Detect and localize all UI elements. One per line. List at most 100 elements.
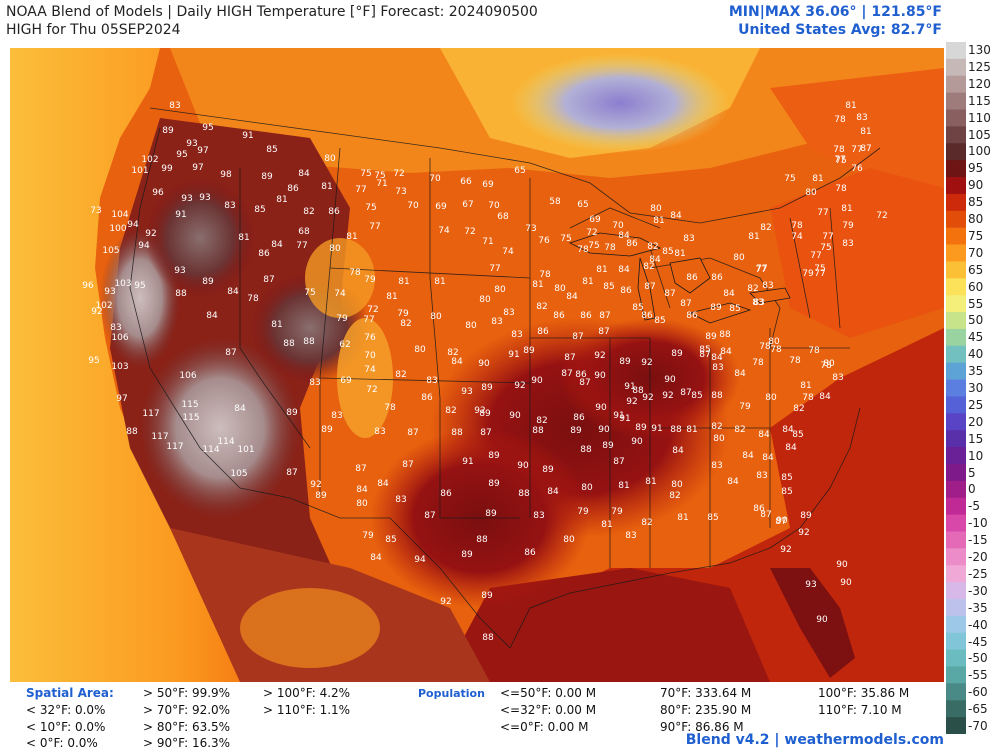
spatial-stat: < 10°F: 0.0% (26, 720, 106, 734)
station-temperature-label: 81 (812, 174, 823, 184)
station-temperature-label: 87 (355, 464, 366, 474)
station-temperature-label: 87 (480, 428, 491, 438)
colorbar-swatch (946, 210, 966, 229)
station-temperature-label: 84 (785, 443, 797, 453)
station-temperature-label: 89 (202, 277, 214, 287)
station-temperature-label: 91 (175, 210, 186, 220)
colorbar-tick-labels: 130 125 120 115 110 105 100 95 90 85 80 75 70 65 60 55 5… (968, 42, 1000, 734)
station-temperature-label: 72 (366, 385, 377, 395)
station-temperature-label: 100 (109, 224, 126, 234)
station-temperature-label: 91 (242, 131, 253, 141)
station-temperature-label: 87 (407, 428, 418, 438)
station-temperature-label: 86 (753, 504, 765, 514)
station-temperature-label: 93 (174, 266, 185, 276)
station-temperature-label: 84 (723, 289, 735, 299)
station-temperature-label: 78 (791, 221, 803, 231)
station-temperature-label: 102 (95, 301, 112, 311)
colorbar-swatch (946, 413, 966, 431)
station-temperature-label: 90 (631, 437, 643, 447)
station-temperature-label: 88 (451, 428, 463, 438)
station-temperature-label: 81 (653, 216, 664, 226)
station-temperature-label: 77 (489, 264, 500, 274)
station-temperature-label: 78 (770, 345, 782, 355)
station-temperature-label: 92 (474, 406, 485, 416)
station-temperature-label: 82 (536, 302, 547, 312)
station-temperature-label: 72 (393, 169, 404, 179)
colorbar-tick-label: 95 (968, 161, 984, 176)
station-temperature-label: 85 (654, 316, 665, 326)
station-temperature-label: 87 (561, 369, 572, 379)
station-temperature-label: 84 (370, 553, 382, 563)
population-stat: 70°F: 333.64 M (660, 686, 752, 700)
station-temperature-label: 87 (860, 144, 871, 154)
colorbar-swatch (946, 312, 966, 330)
station-temperature-label: 69 (340, 376, 352, 386)
station-temperature-label: 84 (227, 287, 239, 297)
station-temperature-label: 76 (538, 236, 550, 246)
station-temperature-label: 81 (674, 249, 685, 259)
colorbar-tick-label: 25 (968, 397, 984, 412)
station-temperature-label: 89 (481, 383, 493, 393)
colorbar-swatch (946, 58, 966, 77)
station-temperature-label: 96 (82, 281, 94, 291)
colorbar-swatch (946, 396, 966, 414)
colorbar-tick-label: 115 (968, 93, 991, 108)
station-temperature-label: 89 (485, 509, 497, 519)
station-temperature-label: 77 (296, 241, 307, 251)
colorbar-tick-label: -40 (968, 617, 988, 632)
station-temperature-label: 89 (570, 426, 582, 436)
station-temperature-label: 78 (577, 245, 589, 255)
station-temperature-label: 89 (635, 423, 647, 433)
station-temperature-label: 75 (784, 174, 795, 184)
colorbar-swatch (946, 109, 966, 127)
station-temperature-label: 81 (276, 195, 287, 205)
station-temperature-label: 84 (711, 353, 723, 363)
colorbar-swatch (946, 531, 966, 549)
station-temperature-label: 95 (134, 281, 145, 291)
station-temperature-label: 74 (364, 365, 376, 375)
colorbar-tick-label: -65 (968, 702, 988, 717)
station-temperature-label: 81 (532, 280, 543, 290)
colorbar-tick-label: -60 (968, 685, 988, 700)
station-temperature-label: 91 (508, 350, 519, 360)
colorbar-swatch (946, 328, 966, 347)
station-temperature-label: 74 (791, 232, 803, 242)
colorbar-swatch (946, 615, 966, 634)
colorbar-swatch (946, 565, 966, 583)
spatial-stat: < 32°F: 0.0% (26, 703, 106, 717)
station-temperature-label: 79 (397, 309, 409, 319)
station-temperature-label: 83 (832, 373, 843, 383)
colorbar-swatch (946, 514, 966, 532)
station-temperature-label: 93 (461, 387, 472, 397)
station-temperature-label: 84 (670, 211, 682, 221)
station-temperature-label: 84 (298, 169, 310, 179)
station-temperature-label: 72 (876, 211, 887, 221)
station-temperature-label: 83 (309, 378, 320, 388)
station-temperature-label: 75 (835, 156, 846, 166)
colorbar-tick-label: -70 (968, 719, 988, 733)
station-temperature-label: 85 (781, 473, 792, 483)
station-temperature-label: 80 (650, 204, 662, 214)
station-temperature-label: 82 (647, 242, 658, 252)
station-temperature-label: 78 (752, 358, 764, 368)
station-temperature-label: 85 (603, 282, 614, 292)
station-temperature-label: 90 (836, 560, 848, 570)
station-temperature-label: 79 (364, 275, 376, 285)
station-temperature-label: 79 (842, 221, 854, 231)
colorbar-tick-label: 10 (968, 448, 984, 463)
station-temperature-label: 93 (104, 287, 115, 297)
station-temperature-label: 80 (805, 188, 817, 198)
station-temperature-label: 92 (642, 393, 653, 403)
station-temperature-label: 89 (488, 479, 500, 489)
station-temperature-label: 85 (792, 430, 803, 440)
colorbar-tick-label: 45 (968, 330, 984, 345)
station-temperature-label: 73 (525, 224, 536, 234)
station-temperature-label: 89 (710, 303, 722, 313)
station-temperature-label: 88 (670, 425, 682, 435)
station-temperature-label: 89 (800, 511, 812, 521)
station-temperature-label: 84 (720, 347, 732, 357)
station-temperature-label: 86 (421, 393, 433, 403)
station-temperature-label: 81 (398, 277, 409, 287)
station-temperature-label: 85 (707, 513, 718, 523)
colorbar-swatches (946, 42, 966, 735)
